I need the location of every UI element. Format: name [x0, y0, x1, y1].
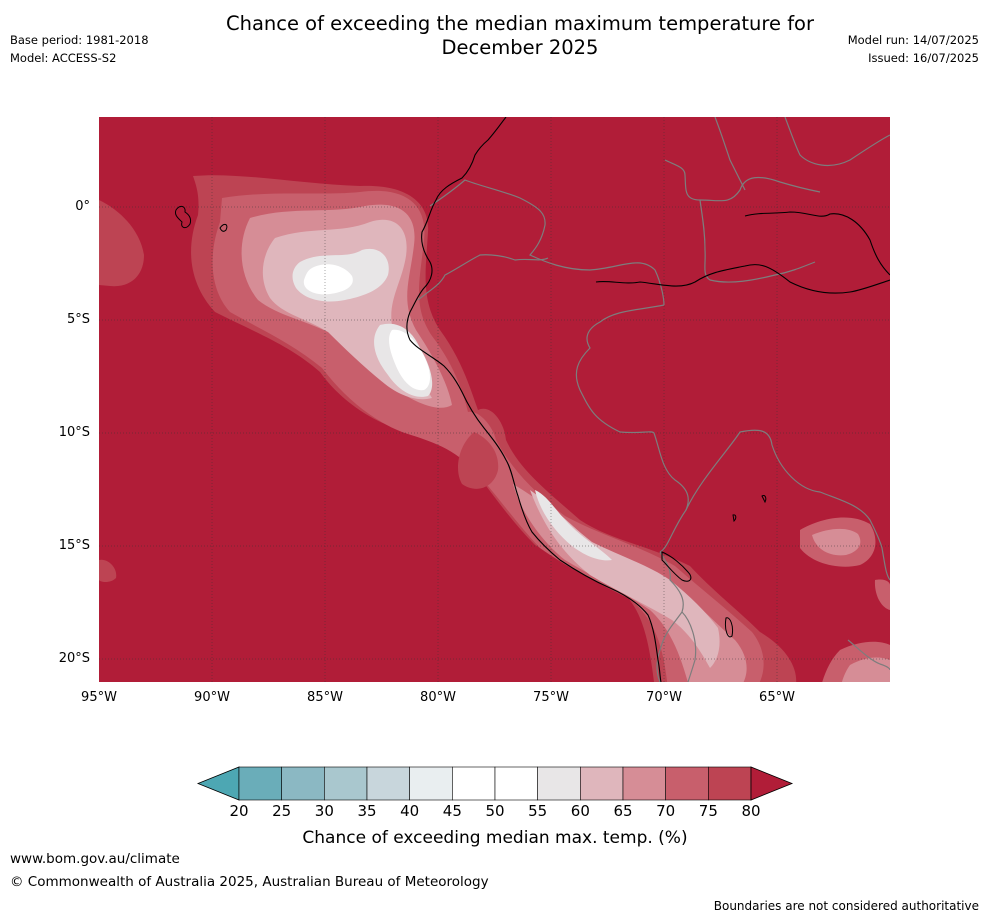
border-north-2 [784, 117, 890, 167]
lon-label: 90°W [194, 690, 230, 705]
border-colombia-ecuador [429, 179, 665, 306]
latitude-labels: 0° 5°S 10°S 15°S 20°S [59, 199, 90, 666]
country-borders [417, 117, 890, 682]
contour-east-70 [800, 517, 890, 682]
probability-contours [99, 175, 890, 682]
title-line-2: December 2025 [441, 36, 599, 59]
meta-left: Base period: 1981-2018 Model: ACCESS-S2 [10, 31, 149, 67]
lon-label: 70°W [646, 690, 682, 705]
map-panel [99, 117, 890, 682]
chart-title: Chance of exceeding the median maximum t… [150, 12, 890, 60]
colorbar-tick-label: 50 [485, 802, 504, 820]
graticule [99, 117, 890, 682]
meta-right: Model run: 14/07/2025 Issued: 16/07/2025 [848, 31, 979, 67]
colorbar-label: Chance of exceeding median max. temp. (%… [302, 828, 687, 848]
lon-label: 85°W [307, 690, 343, 705]
colorbar-swatch [665, 766, 709, 801]
border-ecuador-peru [417, 254, 549, 301]
border-bolivia-chile [681, 611, 697, 682]
colorbar-swatch [580, 766, 624, 801]
contour-45-50 [303, 264, 430, 391]
title-line-1: Chance of exceeding the median maximum t… [225, 12, 815, 35]
base-period-text: Base period: 1981-2018 [10, 33, 149, 47]
lon-label: 80°W [420, 690, 456, 705]
colorbar-tick-label: 20 [229, 802, 248, 820]
lake-east-2 [732, 514, 737, 523]
lat-label: 10°S [59, 425, 90, 440]
colorbar-under-arrow [196, 766, 240, 801]
lake-titicaca [661, 551, 692, 582]
border-north-1 [714, 117, 746, 191]
coastlines [406, 117, 890, 682]
lon-label: 75°W [533, 690, 569, 705]
colorbar-swatch [366, 766, 410, 801]
colorbar-tick-label: 60 [571, 802, 590, 820]
footer-copyright: © Commonwealth of Australia 2025, Austra… [10, 874, 489, 890]
coastline-caribbean [744, 211, 890, 276]
model-text: Model: ACCESS-S2 [10, 51, 117, 65]
border-bolivia-brazil [685, 429, 890, 581]
colorbar-swatch [708, 766, 752, 801]
colorbar-tick-label: 55 [528, 802, 547, 820]
colorbar-tick-label: 30 [315, 802, 334, 820]
galapagos-islands [175, 205, 191, 229]
border-colombia-venezuela [664, 159, 821, 202]
lon-label: 65°W [759, 690, 795, 705]
galapagos-island-2 [219, 223, 228, 232]
lat-label: 0° [75, 199, 90, 214]
colorbar-tick-label: 35 [357, 802, 376, 820]
coastline-pacific [406, 117, 662, 682]
footer-url: www.bom.gov.au/climate [10, 851, 180, 867]
border-peru-brazil [575, 304, 689, 553]
colorbar-swatch [238, 766, 282, 801]
colorbar-tick-label: 25 [272, 802, 291, 820]
colorbar-swatch [409, 766, 453, 801]
longitude-labels: 95°W 90°W 85°W 80°W 75°W 70°W 65°W [81, 690, 795, 705]
colorbar-tick-label: 40 [400, 802, 419, 820]
colorbar-swatch [281, 766, 325, 801]
issued-text: Issued: 16/07/2025 [868, 51, 979, 65]
footer-note: Boundaries are not considered authoritat… [713, 899, 979, 913]
lon-label: 95°W [81, 690, 117, 705]
colorbar-tick-label: 45 [443, 802, 462, 820]
colorbar-over-arrow [750, 766, 794, 801]
lat-label: 5°S [67, 312, 90, 327]
colorbar-tick-label: 65 [613, 802, 632, 820]
colorbar-tick-label: 75 [699, 802, 718, 820]
colorbar-tick-label: 80 [741, 802, 760, 820]
colorbar-swatch [324, 766, 368, 801]
colorbar-swatch [622, 766, 666, 801]
colorbar-swatches [238, 766, 752, 801]
coastline-orinoco [595, 264, 890, 294]
model-run-text: Model run: 14/07/2025 [847, 33, 979, 47]
border-bolivia-paraguay [847, 639, 890, 671]
colorbar-swatch [537, 766, 581, 801]
colorbar: 20 25 30 35 40 45 50 55 60 65 70 75 80 Chance of exc… [196, 766, 794, 848]
contour-east-65 [812, 528, 890, 682]
colorbar-swatch [494, 766, 538, 801]
lat-label: 20°S [59, 651, 90, 666]
colorbar-swatch [452, 766, 496, 801]
border-venezuela-brazil [699, 199, 816, 283]
lat-label: 15°S [59, 538, 90, 553]
lake-east-1 [761, 495, 767, 504]
colorbar-tick-labels: 20 25 30 35 40 45 50 55 60 65 70 75 80 [229, 802, 760, 820]
lake-poopo [725, 617, 733, 638]
colorbar-tick-label: 70 [656, 802, 675, 820]
islands-and-lakes [175, 205, 767, 638]
